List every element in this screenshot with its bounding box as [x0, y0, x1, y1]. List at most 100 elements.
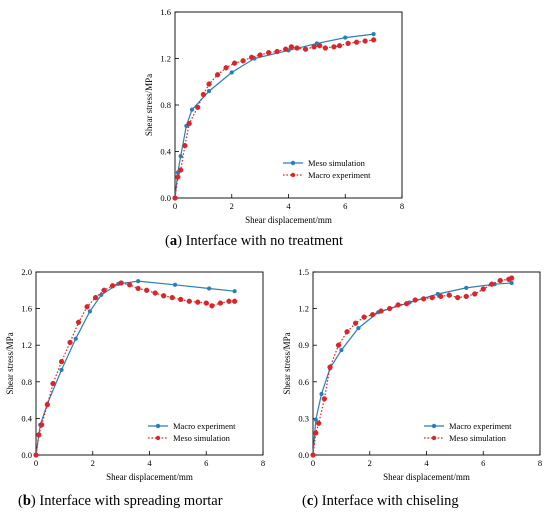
data-point: [44, 402, 50, 408]
x-tick-label: 2: [368, 458, 372, 468]
data-point: [361, 314, 367, 320]
y-axis-label: Shear stress/MPa: [5, 332, 15, 394]
data-point: [421, 296, 427, 302]
data-point: [203, 300, 209, 306]
data-point: [371, 31, 376, 37]
data-point: [321, 396, 328, 402]
caption-a-text: Interface with no treatment: [185, 233, 343, 249]
chart-a-group: 0 2 4 6 8 0.0 0.4 0.8 1.2 1.6 Shear displacement/m…: [144, 7, 404, 225]
data-point: [169, 294, 175, 301]
series-line-blue: [312, 282, 512, 456]
data-point: [84, 304, 90, 310]
data-point: [497, 277, 503, 284]
data-point: [248, 54, 255, 60]
data-point: [310, 452, 316, 458]
data-point: [73, 336, 78, 341]
data-point: [229, 70, 234, 75]
data-point: [265, 50, 272, 56]
data-point: [136, 279, 141, 284]
y-tick-label: 1.2: [298, 304, 309, 314]
y-tick-label: 0.8: [21, 377, 32, 387]
y-axis-label: Shear stress/MPa: [144, 74, 154, 136]
data-point: [294, 45, 300, 51]
caption-a: (a) Interface with no treatment: [165, 233, 343, 249]
data-point: [274, 48, 280, 55]
data-point: [362, 38, 368, 44]
legend-label: Meso simulation: [308, 158, 366, 168]
data-point: [386, 305, 393, 312]
data-point: [463, 293, 469, 300]
legend-marker: [155, 423, 161, 429]
data-point: [231, 60, 238, 66]
legend-marker: [290, 160, 296, 166]
data-point: [240, 58, 246, 64]
data-point: [206, 88, 212, 94]
data-point: [343, 35, 348, 40]
legend-marker: [431, 435, 437, 441]
x-tick-label: 4: [286, 201, 291, 211]
data-point: [336, 43, 343, 49]
data-point: [135, 285, 141, 292]
chart-c-group: 0 2 4 6 8 0.0 0.3 0.6 0.9 1.2 1.5 Shear displacemen…: [282, 267, 542, 482]
legend-marker: [155, 435, 161, 441]
data-point: [322, 45, 329, 51]
data-point: [508, 275, 515, 281]
data-point: [189, 107, 195, 112]
data-point: [370, 37, 377, 43]
caption-b-text: Interface with spreading mortar: [39, 493, 223, 509]
x-tick-label: 8: [400, 201, 404, 211]
data-point: [178, 296, 184, 303]
data-point: [178, 154, 183, 159]
data-point: [352, 320, 359, 326]
data-point: [232, 289, 237, 294]
y-tick-label: 0.9: [298, 340, 309, 350]
data-point: [345, 40, 351, 47]
data-point: [429, 294, 435, 301]
data-point: [327, 364, 333, 370]
y-tick-label: 0.0: [21, 450, 32, 460]
data-point: [206, 81, 212, 87]
y-tick-label: 0.4: [21, 413, 32, 423]
data-point: [39, 422, 45, 428]
data-point: [101, 287, 107, 293]
data-point: [464, 285, 469, 291]
x-tick-label: 0: [34, 458, 38, 468]
data-point: [472, 291, 478, 297]
data-point: [344, 329, 350, 335]
data-point: [489, 281, 495, 287]
data-point: [283, 46, 289, 52]
data-point: [75, 319, 82, 325]
data-point: [200, 91, 207, 98]
x-tick-label: 8: [261, 458, 265, 468]
data-point: [335, 342, 342, 348]
data-point: [152, 290, 158, 296]
y-tick-label: 0.4: [160, 147, 171, 157]
series-line-blue: [174, 33, 374, 199]
data-point: [403, 301, 410, 307]
series-line-red: [312, 277, 512, 456]
legend-marker: [290, 172, 296, 178]
data-point: [195, 299, 201, 305]
data-point: [217, 300, 224, 306]
x-tick-label: 6: [481, 458, 485, 468]
chart-b-group: 0 2 4 6 8 0.0 0.4 0.8 1.2 1.6 2.0 Shear displacemen…: [5, 267, 265, 482]
y-tick-label: 1.2: [21, 340, 32, 350]
data-point: [455, 294, 461, 301]
y-tick-label: 0.6: [298, 377, 309, 387]
data-point: [67, 339, 73, 346]
data-point: [319, 391, 324, 397]
data-point: [58, 359, 65, 365]
data-point: [214, 72, 221, 78]
x-tick-label: 2: [230, 201, 234, 211]
caption-c: (c) Interface with chiseling: [302, 493, 459, 509]
legend-label: Meso simulation: [449, 433, 507, 443]
caption-c-letter: c: [306, 493, 314, 509]
data-point: [33, 452, 39, 458]
legend-marker: [431, 423, 437, 429]
x-tick-label: 2: [91, 458, 95, 468]
data-point: [480, 286, 486, 292]
data-point: [317, 43, 323, 49]
x-tick-label: 4: [147, 458, 152, 468]
